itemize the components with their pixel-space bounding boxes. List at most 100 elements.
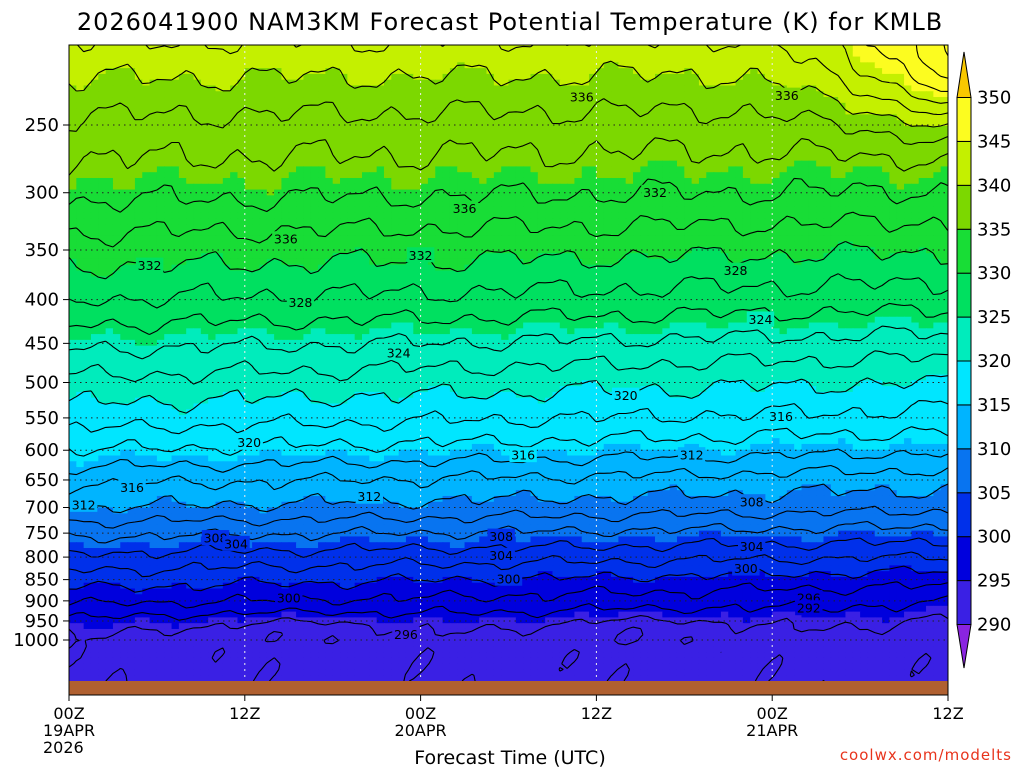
band-cell [779,62,788,69]
band-cell [134,154,143,162]
band-cell [742,201,751,208]
band-cell [178,85,187,92]
band-cell [728,45,737,52]
band-cell [574,160,583,168]
band-cell [713,108,722,115]
band-cell [471,258,480,266]
band-cell [713,241,722,248]
band-cell [369,56,378,63]
band-cell [816,258,825,266]
band-cell [479,212,488,220]
band-cell [581,120,590,127]
band-cell [896,253,905,260]
band-cell [325,218,334,225]
band-cell [259,195,268,202]
band-cell [127,137,136,144]
band-cell [435,212,444,220]
band-cell [296,143,304,150]
band-cell [537,45,546,52]
band-cell [918,177,927,185]
band-cell [362,172,370,179]
band-cell [838,50,847,58]
band-cell [164,79,173,87]
band-cell [757,264,766,272]
band-cell [794,276,803,283]
band-cell [383,131,392,139]
band-cell [325,282,334,289]
band-cell [252,108,261,115]
band-cell [134,172,143,179]
band-cell [926,45,934,52]
band-cell [464,79,473,87]
band-cell [186,183,195,191]
band-cell [127,183,136,191]
band-cell [391,120,400,127]
band-cell [149,160,158,168]
band-cell [662,149,671,156]
band-cell [508,137,517,144]
band-cell [633,183,641,191]
band-cell [860,241,869,248]
band-cell [200,241,209,248]
band-cell [515,120,524,127]
band-cell [332,253,341,260]
band-cell [735,166,744,173]
band-cell [662,85,671,92]
band-cell [537,79,546,87]
band-cell [940,247,948,254]
band-cell [918,241,927,248]
band-cell [589,45,597,52]
band-cell [530,160,539,168]
band-cell [193,247,202,254]
band-cell [186,270,195,277]
band-cell [178,212,187,220]
band-cell [772,183,781,191]
band-cell [618,189,627,196]
band-cell [127,143,136,150]
band-cell [596,108,605,115]
band-cell [237,120,246,127]
band-cell [882,91,890,98]
band-cell [90,206,99,214]
band-cell [340,276,348,283]
band-cell [376,253,385,260]
band-cell [266,212,275,220]
band-cell [266,143,275,150]
band-cell [493,241,502,248]
band-cell [816,85,825,92]
band-cell [486,264,495,272]
band-cell [735,91,744,98]
band-cell [662,108,671,115]
band-cell [662,270,671,277]
band-cell [193,45,202,52]
band-cell [413,201,422,208]
band-cell [669,85,678,92]
band-cell [772,206,781,214]
band-cell [508,50,517,58]
band-cell [413,149,422,156]
band-cell [933,143,942,150]
band-cell [581,131,590,139]
band-cell [303,131,312,139]
band-cell [215,56,224,63]
band-cell [816,97,825,104]
band-cell [332,276,341,283]
band-cell [134,108,143,115]
band-cell [720,91,729,98]
band-cell [69,282,77,289]
band-cell [574,85,583,92]
band-cell [449,68,458,75]
band-cell [479,195,488,202]
band-cell [156,189,165,196]
band-cell [896,45,905,52]
band-cell [354,282,363,289]
band-cell [134,91,143,98]
band-cell [318,230,326,237]
band-cell [706,258,715,266]
band-cell [611,45,619,52]
band-cell [332,50,341,58]
band-cell [120,172,129,179]
band-cell [735,85,744,92]
band-cell [398,270,407,277]
band-cell [720,224,729,231]
